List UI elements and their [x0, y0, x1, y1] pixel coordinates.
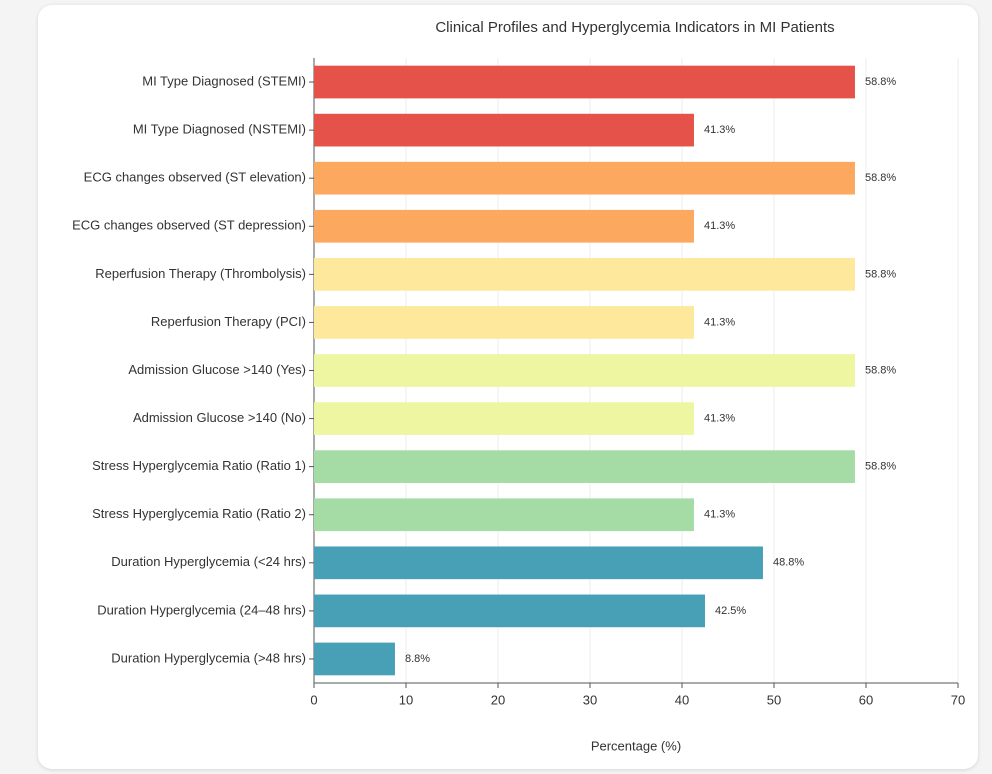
y-tick-label: Admission Glucose >140 (Yes) [128, 362, 306, 377]
y-tick-label: Duration Hyperglycemia (24–48 hrs) [97, 602, 306, 617]
bar [314, 113, 694, 147]
bar [314, 450, 855, 483]
bar [314, 546, 763, 580]
y-tick-label: Stress Hyperglycemia Ratio (Ratio 2) [92, 506, 306, 521]
bar [314, 498, 694, 532]
bar [314, 306, 694, 339]
y-tick-label: Reperfusion Therapy (Thrombolysis) [95, 266, 306, 281]
y-tick-label: ECG changes observed (ST depression) [72, 218, 306, 233]
bar [314, 258, 855, 291]
y-tick-label: ECG changes observed (ST elevation) [84, 170, 306, 185]
y-tick-label: Stress Hyperglycemia Ratio (Ratio 1) [92, 458, 306, 473]
value-label: 41.3% [704, 220, 735, 232]
y-tick-label: Reperfusion Therapy (PCI) [151, 314, 306, 329]
value-label: 41.3% [704, 316, 735, 328]
value-label: 58.8% [865, 76, 896, 88]
y-tick-label: Admission Glucose >140 (No) [133, 410, 306, 425]
x-tick-label: 50 [767, 692, 781, 707]
x-axis-label: Percentage (%) [591, 738, 681, 753]
bar [314, 594, 705, 628]
x-tick-label: 30 [583, 692, 597, 707]
x-tick-label: 70 [951, 692, 965, 707]
x-tick-label: 60 [859, 692, 873, 707]
value-label: 8.8% [405, 653, 430, 665]
chart-title: Clinical Profiles and Hyperglycemia Indi… [435, 19, 834, 36]
value-label: 58.8% [865, 172, 896, 184]
y-tick-label: Duration Hyperglycemia (>48 hrs) [111, 650, 306, 665]
x-tick-label: 10 [399, 692, 413, 707]
value-label: 58.8% [865, 461, 896, 473]
bar [314, 402, 694, 435]
x-tick-label: 0 [310, 692, 317, 707]
value-label: 48.8% [773, 557, 804, 569]
value-label: 58.8% [865, 364, 896, 376]
value-label: 41.3% [704, 509, 735, 521]
bar [314, 65, 855, 99]
bar [314, 354, 855, 387]
value-label: 42.5% [715, 605, 746, 617]
y-tick-label: MI Type Diagnosed (STEMI) [142, 73, 306, 88]
bar [314, 642, 395, 676]
x-tick-label: 20 [491, 692, 505, 707]
value-label: 41.3% [704, 412, 735, 424]
bar [314, 161, 855, 195]
y-tick-label: MI Type Diagnosed (NSTEMI) [133, 122, 306, 137]
value-label: 58.8% [865, 268, 896, 280]
bar [314, 209, 694, 243]
x-tick-label: 40 [675, 692, 689, 707]
y-tick-label: Duration Hyperglycemia (<24 hrs) [111, 554, 306, 569]
value-label: 41.3% [704, 124, 735, 136]
